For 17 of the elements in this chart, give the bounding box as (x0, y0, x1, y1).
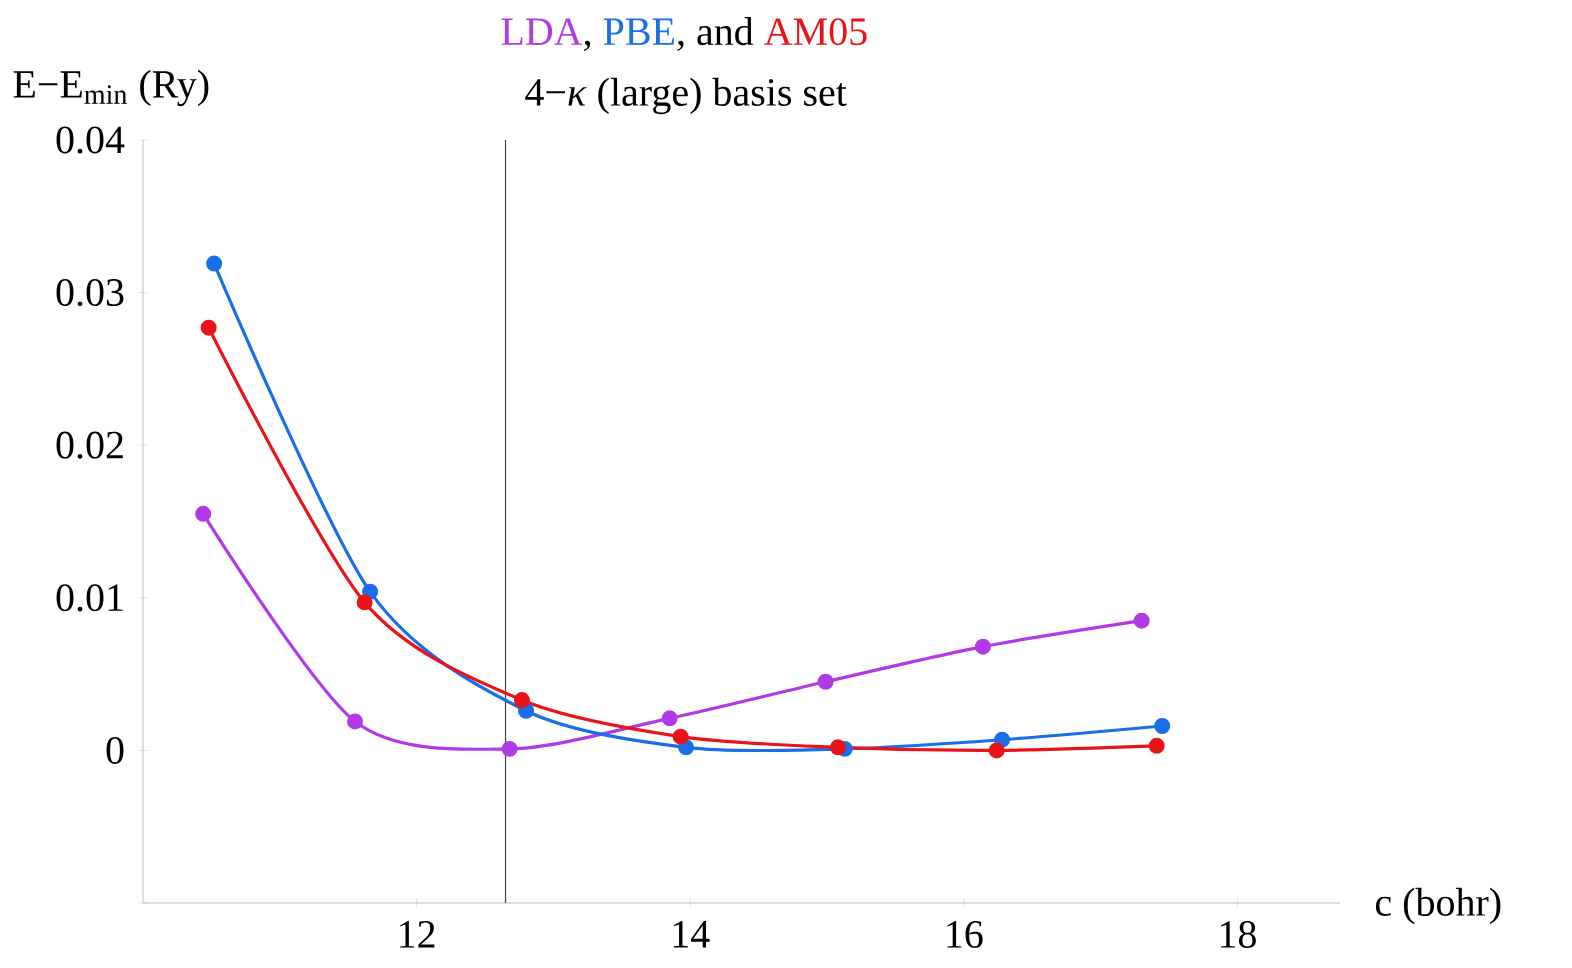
text: , (584, 40, 591, 51)
text: , and (677, 17, 754, 51)
x-tick-label: 14 (673, 920, 710, 948)
x-axis-title: c (bohr) (1375, 887, 1501, 925)
text: AM05 (764, 18, 867, 46)
x-tick-label: 12 (400, 920, 435, 948)
x-tick-label: 18 (1220, 920, 1256, 948)
y-axis-title: E−E$_{min}$ (Ry) (13, 69, 209, 107)
y-tick-label: 0.03 (56, 279, 124, 307)
y-tick-label: 0.01 (56, 584, 123, 612)
text: PBE (603, 18, 674, 45)
y-tick-label: 0.04 (56, 126, 125, 154)
chart-title: 4−κ (large) basis set (525, 77, 847, 115)
y-tick-label: 0.02 (56, 431, 123, 459)
x-tick-label: 16 (947, 920, 983, 948)
y-tick-label: 0 (106, 736, 124, 764)
text: LDA (501, 18, 583, 45)
